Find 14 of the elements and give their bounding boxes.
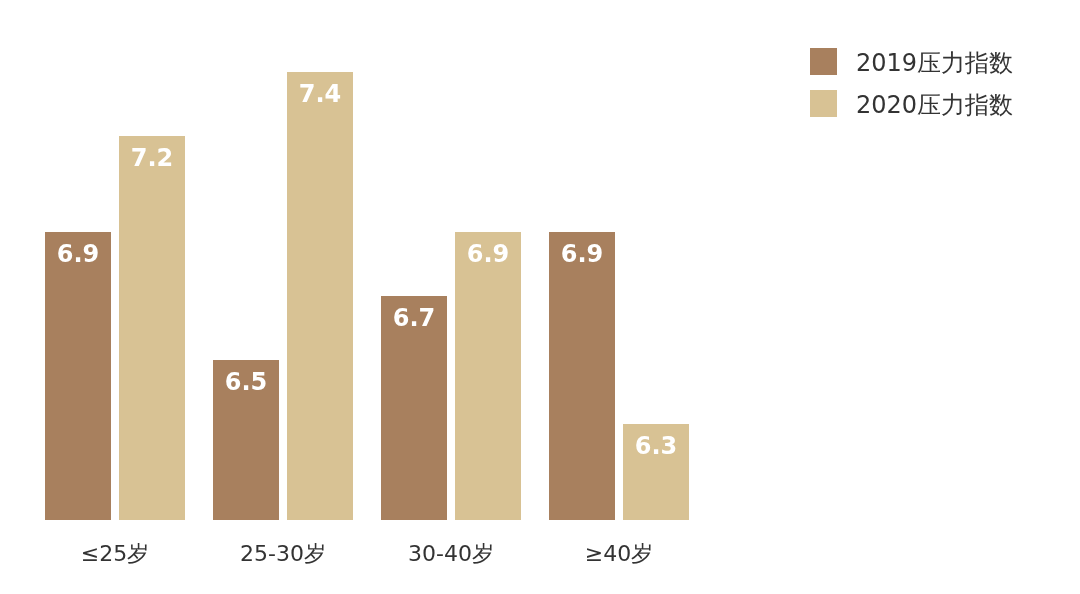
x-tick-label: 25-30岁 xyxy=(240,541,326,566)
legend-label: 2020压力指数 xyxy=(856,91,1014,119)
data-label: 6.7 xyxy=(392,304,436,332)
data-label: 6.9 xyxy=(560,240,604,268)
x-tick-label: 30-40岁 xyxy=(408,541,494,566)
legend-label: 2019压力指数 xyxy=(856,49,1014,77)
data-label: 7.4 xyxy=(298,80,342,108)
data-label: 6.3 xyxy=(634,432,678,460)
x-tick-label: ≤25岁 xyxy=(80,541,150,566)
data-label: 6.9 xyxy=(56,240,100,268)
x-tick-label: ≥40岁 xyxy=(584,541,654,566)
data-label: 6.5 xyxy=(224,368,268,396)
data-label: 6.9 xyxy=(466,240,510,268)
data-label: 7.2 xyxy=(130,144,174,172)
